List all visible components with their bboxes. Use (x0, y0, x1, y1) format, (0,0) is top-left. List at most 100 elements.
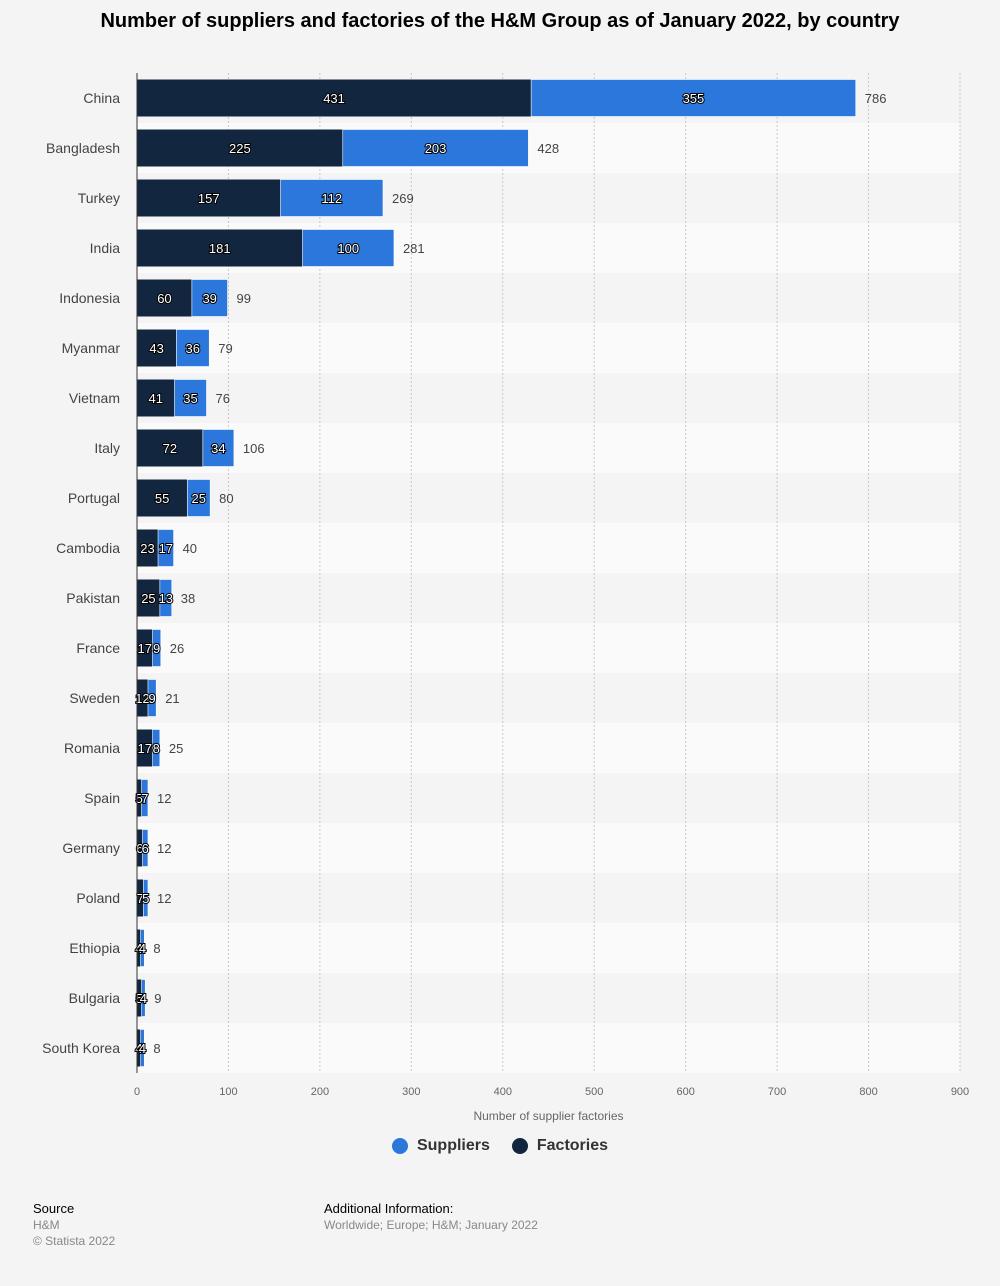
legend-label-suppliers: Suppliers (416, 1137, 490, 1154)
x-tick-label: 400 (494, 1086, 512, 1098)
data-label-suppliers: 9 (148, 691, 155, 706)
data-label-factories: 17 (138, 741, 152, 756)
data-label-total: 12 (157, 791, 171, 806)
data-label-suppliers: 6 (142, 841, 149, 856)
legend-swatch-suppliers (391, 1138, 408, 1154)
bar-factories (137, 879, 144, 917)
data-label-total: 38 (181, 591, 195, 606)
x-axis-label: Number of supplier factories (473, 1109, 623, 1123)
y-category-label: Bulgaria (69, 990, 121, 1006)
bar-suppliers (141, 979, 146, 1017)
data-label-suppliers: 25 (191, 491, 205, 506)
data-label-factories: 4 (135, 941, 142, 956)
bar-factories (137, 129, 343, 167)
row-band (137, 273, 960, 323)
bar-factories (137, 329, 177, 367)
row-band (137, 1023, 960, 1073)
data-label-total: 99 (237, 291, 251, 306)
y-category-label: Poland (76, 890, 120, 906)
y-category-label: South Korea (42, 1040, 120, 1056)
bar-suppliers (342, 129, 529, 167)
bar-suppliers (142, 829, 149, 867)
data-label-factories: 7 (137, 891, 144, 906)
data-label-factories: 431 (323, 91, 345, 106)
bar-suppliers (191, 279, 228, 317)
row-band (137, 673, 960, 723)
legend-label-factories: Factories (536, 1137, 609, 1154)
data-label-total: 21 (165, 691, 179, 706)
data-label-suppliers: 5 (142, 891, 149, 906)
y-category-label: China (83, 90, 120, 106)
bar-suppliers (143, 879, 149, 917)
x-tick-label: 0 (134, 1086, 140, 1098)
y-category-label: Ethiopia (69, 940, 120, 956)
bar-suppliers (280, 179, 384, 217)
row-band (137, 723, 960, 773)
data-label-factories: 55 (155, 491, 169, 506)
legend-item-factories[interactable]: Factories (511, 1137, 609, 1155)
data-label-total: 8 (153, 1041, 160, 1056)
bar-factories (137, 979, 142, 1017)
row-band (137, 823, 960, 873)
bar-factories (137, 79, 532, 117)
data-label-factories: 225 (229, 141, 251, 156)
source-block: Source H&M © Statista 2022 (33, 1201, 115, 1249)
data-label-total: 80 (219, 491, 233, 506)
data-label-total: 12 (157, 841, 171, 856)
additional-info-block: Additional Information: Worldwide; Europ… (324, 1201, 538, 1233)
data-label-factories: 43 (149, 341, 163, 356)
data-label-suppliers: 39 (202, 291, 216, 306)
x-tick-label: 500 (585, 1086, 603, 1098)
bar-suppliers (302, 229, 395, 267)
y-category-label: Indonesia (59, 290, 120, 306)
data-label-total: 106 (243, 441, 265, 456)
data-label-suppliers: 112 (321, 191, 342, 206)
bar-factories (137, 629, 153, 667)
y-category-label: Bangladesh (46, 140, 120, 156)
legend-item-suppliers[interactable]: Suppliers (391, 1137, 490, 1155)
data-label-factories: 181 (209, 241, 231, 256)
y-category-label: Pakistan (66, 590, 120, 606)
data-label-suppliers: 17 (159, 541, 173, 556)
data-label-total: 76 (215, 391, 229, 406)
bar-suppliers (202, 429, 235, 467)
data-label-factories: 6 (136, 841, 143, 856)
data-label-total: 9 (154, 991, 161, 1006)
data-label-suppliers: 8 (153, 741, 160, 756)
bar-suppliers (186, 479, 211, 517)
data-label-factories: 41 (149, 391, 163, 406)
data-label-factories: 25 (141, 591, 155, 606)
data-label-factories: 23 (140, 541, 154, 556)
row-band (137, 423, 960, 473)
bar-factories (137, 479, 188, 517)
y-category-label: Turkey (78, 190, 120, 206)
source-name: H&M (33, 1218, 60, 1232)
bar-suppliers (530, 79, 857, 117)
data-label-total: 40 (183, 541, 197, 556)
bar-factories (137, 779, 142, 817)
data-label-total: 428 (537, 141, 559, 156)
data-label-total: 79 (218, 341, 232, 356)
bar-suppliers (141, 779, 149, 817)
y-category-label: France (76, 640, 120, 656)
bar-suppliers (159, 579, 173, 617)
data-label-suppliers: 9 (153, 641, 160, 656)
bar-suppliers (152, 629, 162, 667)
data-label-total: 281 (403, 241, 425, 256)
bar-factories (137, 229, 303, 267)
data-label-factories: 72 (163, 441, 177, 456)
bar-suppliers (152, 729, 161, 767)
data-label-suppliers: 13 (159, 591, 173, 606)
data-label-total: 26 (170, 641, 184, 656)
row-band (137, 523, 960, 573)
data-label-factories: 12 (135, 691, 149, 706)
row-band (137, 623, 960, 673)
bar-factories (137, 279, 192, 317)
bar-chart: 0 100 200 300 400 500 600 700 800 900 Number of su… (42, 73, 969, 1123)
data-label-factories: 17 (138, 641, 152, 656)
bar-factories (137, 929, 141, 967)
y-category-label: Cambodia (56, 540, 120, 556)
data-label-total: 269 (392, 191, 414, 206)
data-label-factories: 157 (198, 191, 220, 206)
row-band (137, 973, 960, 1023)
